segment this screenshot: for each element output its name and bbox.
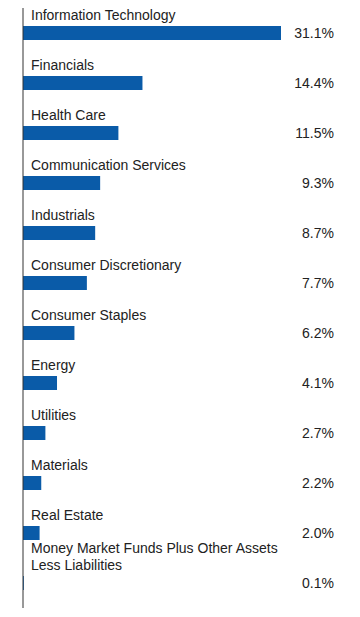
svg-text:7.7%: 7.7% (302, 275, 334, 291)
svg-text:Communication Services: Communication Services (31, 157, 186, 173)
svg-text:Health Care: Health Care (31, 107, 106, 123)
svg-text:Consumer Discretionary: Consumer Discretionary (31, 257, 181, 273)
svg-text:14.4%: 14.4% (294, 75, 334, 91)
svg-text:4.1%: 4.1% (302, 375, 334, 391)
svg-text:31.1%: 31.1% (294, 25, 334, 41)
svg-text:Utilities: Utilities (31, 407, 76, 423)
svg-text:Real Estate: Real Estate (31, 507, 104, 523)
svg-text:Consumer Staples: Consumer Staples (31, 307, 146, 323)
svg-text:2.0%: 2.0% (302, 525, 334, 541)
svg-text:2.2%: 2.2% (302, 475, 334, 491)
svg-text:9.3%: 9.3% (302, 175, 334, 191)
svg-text:0.1%: 0.1% (302, 575, 334, 591)
svg-text:Money Market Funds Plus Other: Money Market Funds Plus Other Assets (31, 540, 278, 556)
svg-text:8.7%: 8.7% (302, 225, 334, 241)
svg-text:Industrials: Industrials (31, 207, 95, 223)
svg-text:Financials: Financials (31, 57, 94, 73)
svg-text:Information Technology: Information Technology (31, 8, 176, 23)
svg-text:Materials: Materials (31, 457, 88, 473)
svg-text:11.5%: 11.5% (295, 125, 334, 141)
svg-text:6.2%: 6.2% (302, 325, 334, 341)
svg-text:Less Liabilities: Less Liabilities (31, 557, 122, 573)
svg-text:Energy: Energy (31, 357, 75, 373)
svg-text:2.7%: 2.7% (302, 425, 334, 441)
